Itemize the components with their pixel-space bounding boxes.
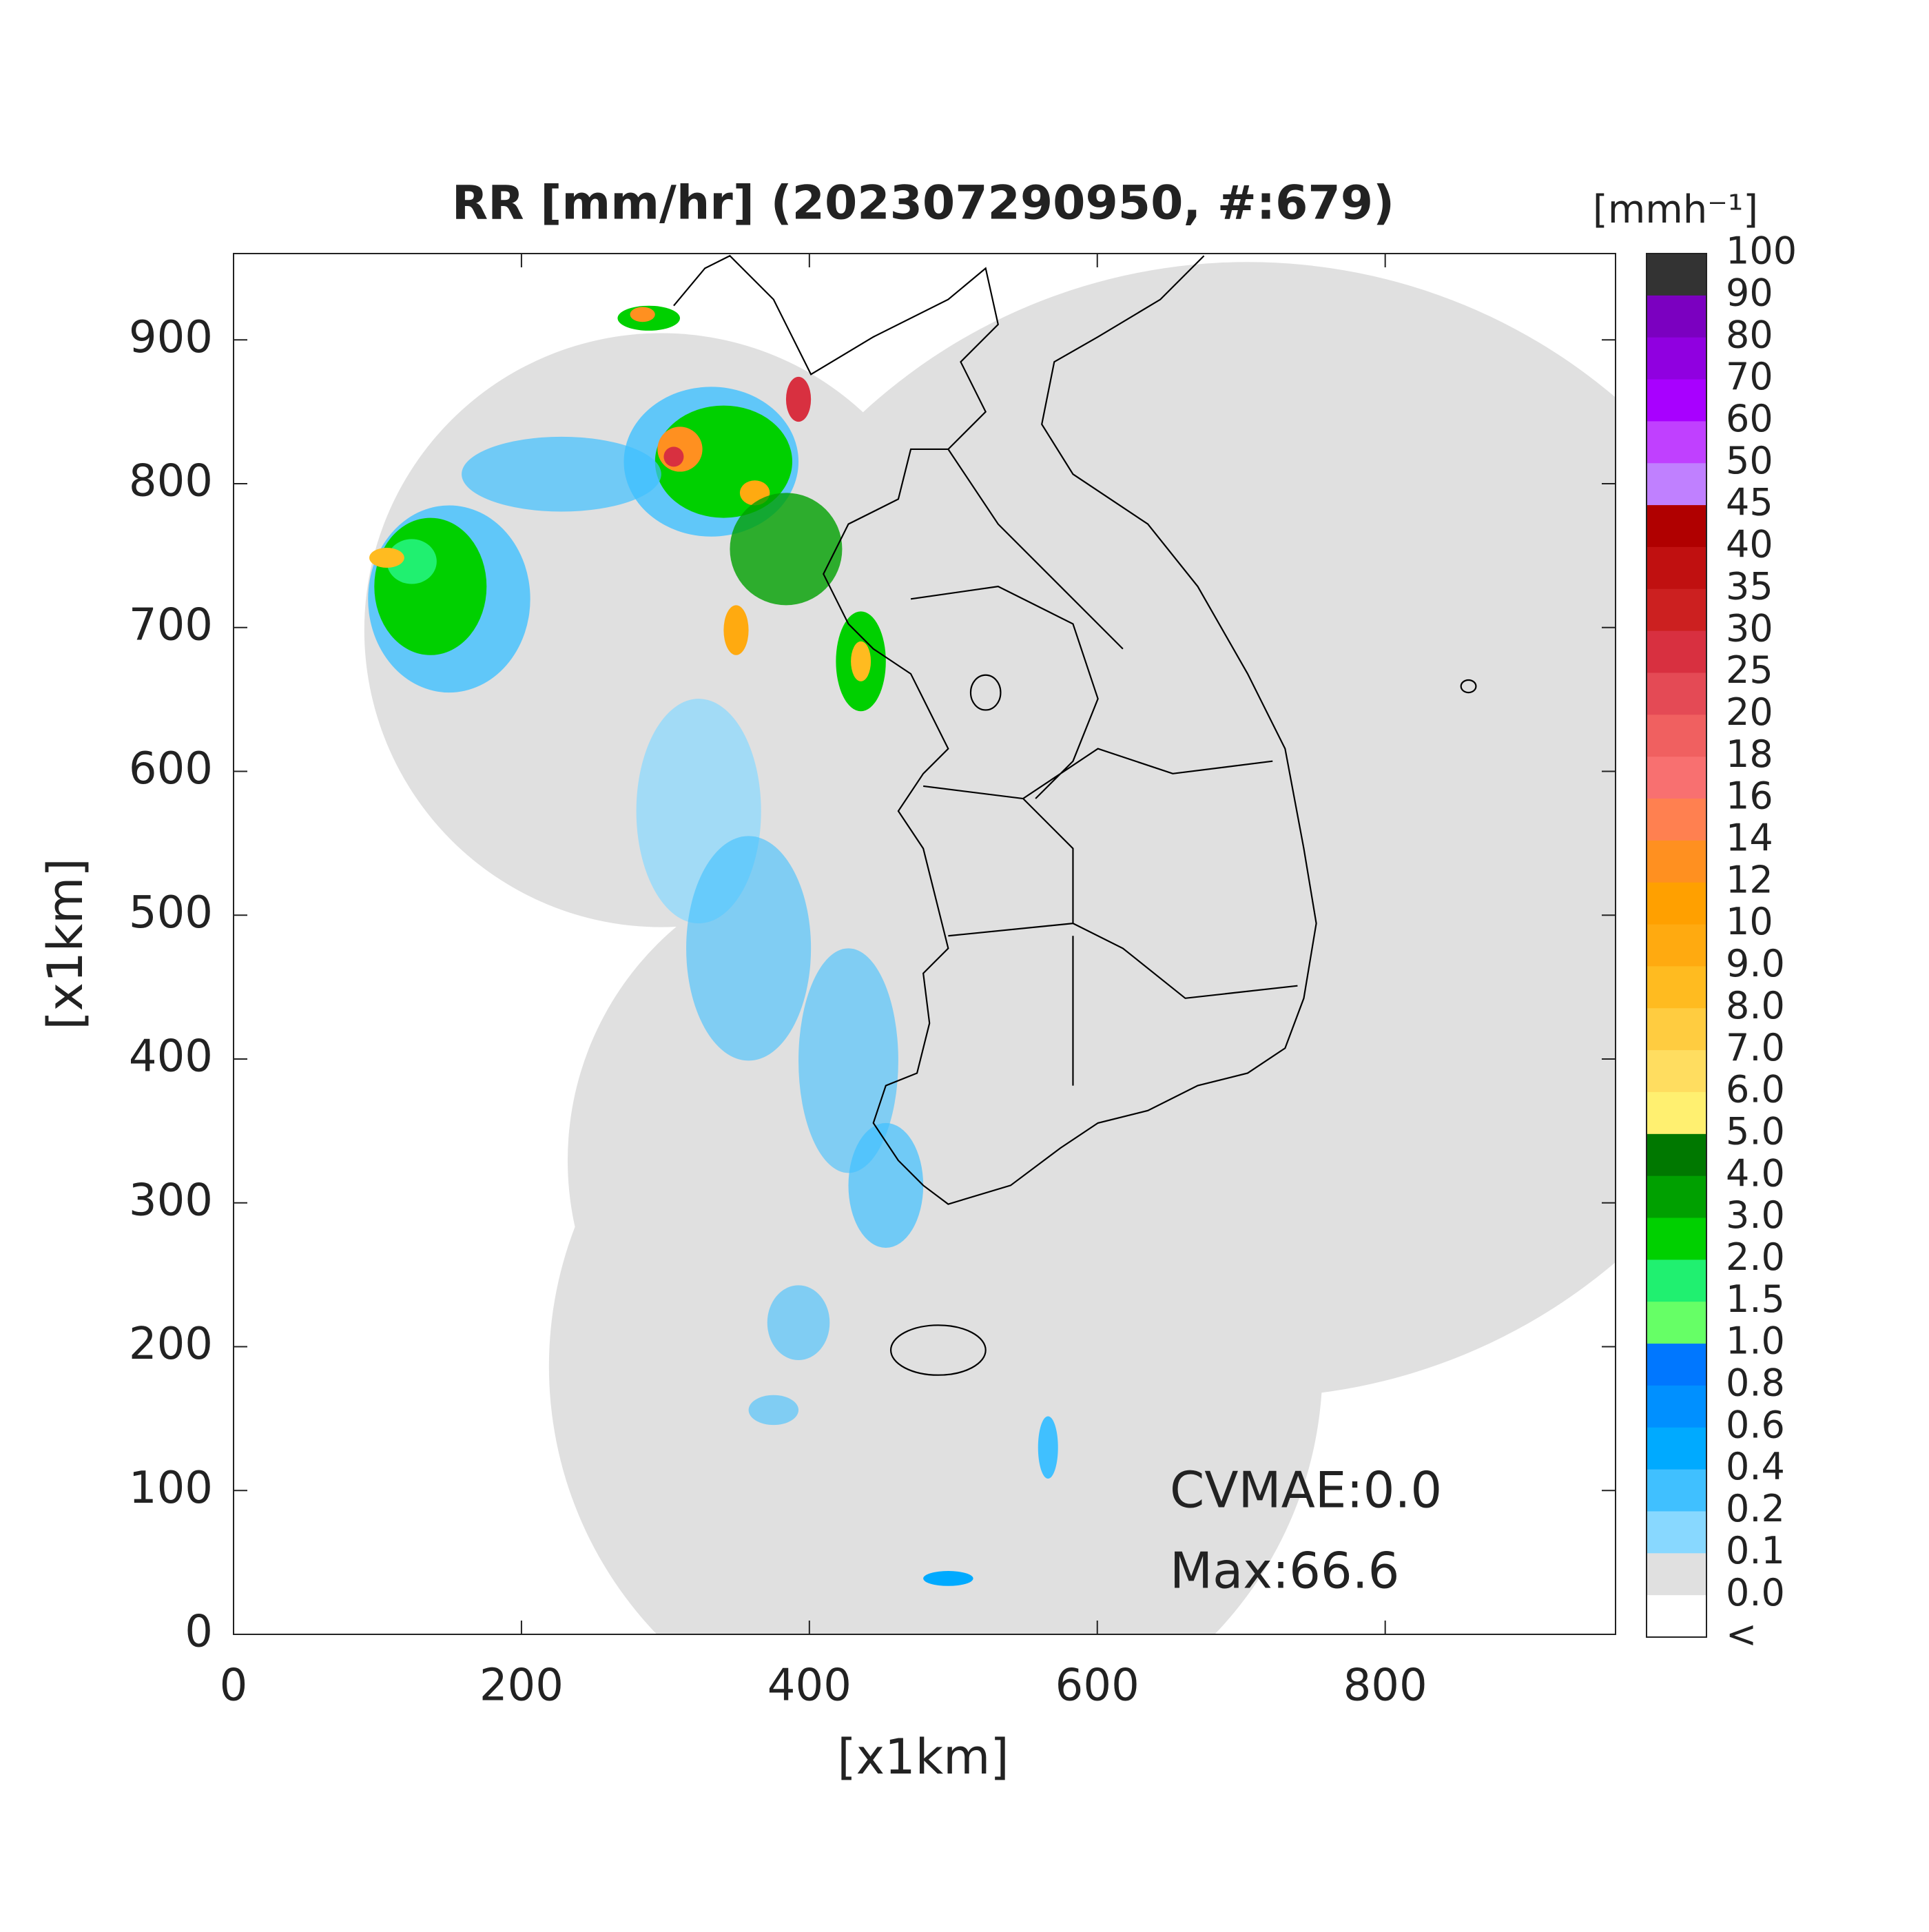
- annotation: CVMAE:0.0: [1170, 1461, 1442, 1519]
- colorbar-label: 25: [1726, 648, 1773, 692]
- colorbar-label: 7.0: [1726, 1026, 1785, 1069]
- colorbar-label: 0.4: [1726, 1445, 1785, 1488]
- colorbar-segment: [1647, 715, 1706, 757]
- colorbar-label: 50: [1726, 439, 1773, 482]
- colorbar-segment: [1647, 966, 1706, 1009]
- colorbar-segment: [1647, 757, 1706, 799]
- colorbar-label: 1.0: [1726, 1319, 1785, 1363]
- colorbar-label: 18: [1726, 732, 1773, 776]
- y-tick-label: 900: [129, 312, 213, 363]
- colorbar-label: 0.6: [1726, 1403, 1785, 1446]
- annotation: Max:66.6: [1170, 1542, 1399, 1600]
- colorbar-segment: [1647, 546, 1706, 590]
- colorbar-segment: [1647, 1427, 1706, 1470]
- y-tick-label: 700: [129, 599, 213, 650]
- chart-title: RR [mm/hr] (202307290950, #:679): [452, 176, 1394, 231]
- rain-echoes: [368, 305, 1058, 1586]
- colorbar-segment: [1647, 1385, 1706, 1428]
- colorbar-unit: [mmh⁻¹]: [1593, 187, 1758, 232]
- colorbar-segment: [1647, 588, 1706, 632]
- colorbar-segment: [1647, 337, 1706, 380]
- colorbar-label: 0.0: [1726, 1571, 1785, 1614]
- colorbar-label: 30: [1726, 606, 1773, 650]
- colorbar-segment: [1647, 882, 1706, 925]
- colorbar-label: <: [1726, 1613, 1757, 1656]
- colorbar-label: 40: [1726, 523, 1773, 566]
- plot-frame: [233, 253, 1616, 1635]
- colorbar-label: 6.0: [1726, 1068, 1785, 1111]
- colorbar-label: 0.8: [1726, 1361, 1785, 1405]
- colorbar-segment: [1647, 1091, 1706, 1135]
- y-tick-label: 200: [129, 1319, 213, 1370]
- colorbar-label: 35: [1726, 564, 1773, 608]
- y-tick-label: 400: [129, 1031, 213, 1082]
- colorbar-segment: [1647, 379, 1706, 422]
- colorbar-segment: [1647, 254, 1706, 296]
- x-tick-label: 400: [767, 1661, 852, 1712]
- colorbar-segment: [1647, 421, 1706, 464]
- colorbar-label: 45: [1726, 481, 1773, 524]
- colorbar-segment: [1647, 1344, 1706, 1386]
- colorbar-segment: [1647, 799, 1706, 841]
- colorbar-segment: [1647, 630, 1706, 673]
- x-tick-label: 800: [1343, 1661, 1427, 1712]
- colorbar-segment: [1647, 840, 1706, 883]
- colorbar-segment: [1647, 1175, 1706, 1219]
- colorbar-frame: [1646, 253, 1707, 1638]
- coastline: [673, 254, 1477, 1376]
- x-tick-label: 600: [1055, 1661, 1139, 1712]
- colorbar-segment: [1647, 1050, 1706, 1093]
- x-axis-label: [x1km]: [837, 1729, 1009, 1785]
- y-tick-label: 500: [129, 887, 213, 938]
- colorbar-label: 100: [1726, 229, 1797, 273]
- y-tick-label: 800: [129, 456, 213, 507]
- colorbar-segment: [1647, 1511, 1706, 1554]
- colorbar-label: 8.0: [1726, 984, 1785, 1027]
- map-area: [364, 254, 1616, 1634]
- colorbar-segment: [1647, 672, 1706, 715]
- colorbar-label: 16: [1726, 774, 1773, 818]
- colorbar-label: 1.5: [1726, 1277, 1785, 1321]
- colorbar-label: 12: [1726, 858, 1773, 901]
- colorbar-segment: [1647, 505, 1706, 548]
- y-tick-label: 300: [129, 1175, 213, 1226]
- colorbar-segment: [1647, 1260, 1706, 1302]
- colorbar-label: 90: [1726, 271, 1773, 314]
- colorbar-label: 70: [1726, 355, 1773, 398]
- colorbar-segment: [1647, 924, 1706, 967]
- colorbar-segment: [1647, 295, 1706, 338]
- colorbar-segment: [1647, 1553, 1706, 1596]
- colorbar-segment: [1647, 1217, 1706, 1260]
- colorbar-segment: [1647, 1469, 1706, 1512]
- colorbar-label: 4.0: [1726, 1151, 1785, 1195]
- colorbar-segment: [1647, 1008, 1706, 1051]
- colorbar-label: 20: [1726, 690, 1773, 734]
- x-tick-label: 0: [220, 1661, 248, 1712]
- colorbar-label: 60: [1726, 397, 1773, 440]
- colorbar-segment: [1647, 1133, 1706, 1177]
- colorbar-label: 14: [1726, 816, 1773, 860]
- colorbar-segment: [1647, 1302, 1706, 1344]
- colorbar-segment: [1647, 1595, 1706, 1638]
- x-tick-label: 200: [479, 1661, 564, 1712]
- y-tick-label: 0: [185, 1607, 213, 1658]
- colorbar-label: 5.0: [1726, 1109, 1785, 1153]
- y-tick-label: 100: [129, 1463, 213, 1514]
- colorbar-label: 0.2: [1726, 1487, 1785, 1530]
- y-tick-label: 600: [129, 743, 213, 794]
- colorbar-label: 10: [1726, 900, 1773, 943]
- colorbar-label: 3.0: [1726, 1193, 1785, 1237]
- colorbar-segment: [1647, 463, 1706, 506]
- y-axis-label: [x1km]: [37, 858, 94, 1029]
- colorbar-label: 2.0: [1726, 1235, 1785, 1279]
- colorbar-label: 0.1: [1726, 1529, 1785, 1572]
- colorbar-label: 9.0: [1726, 942, 1785, 985]
- colorbar-label: 80: [1726, 313, 1773, 356]
